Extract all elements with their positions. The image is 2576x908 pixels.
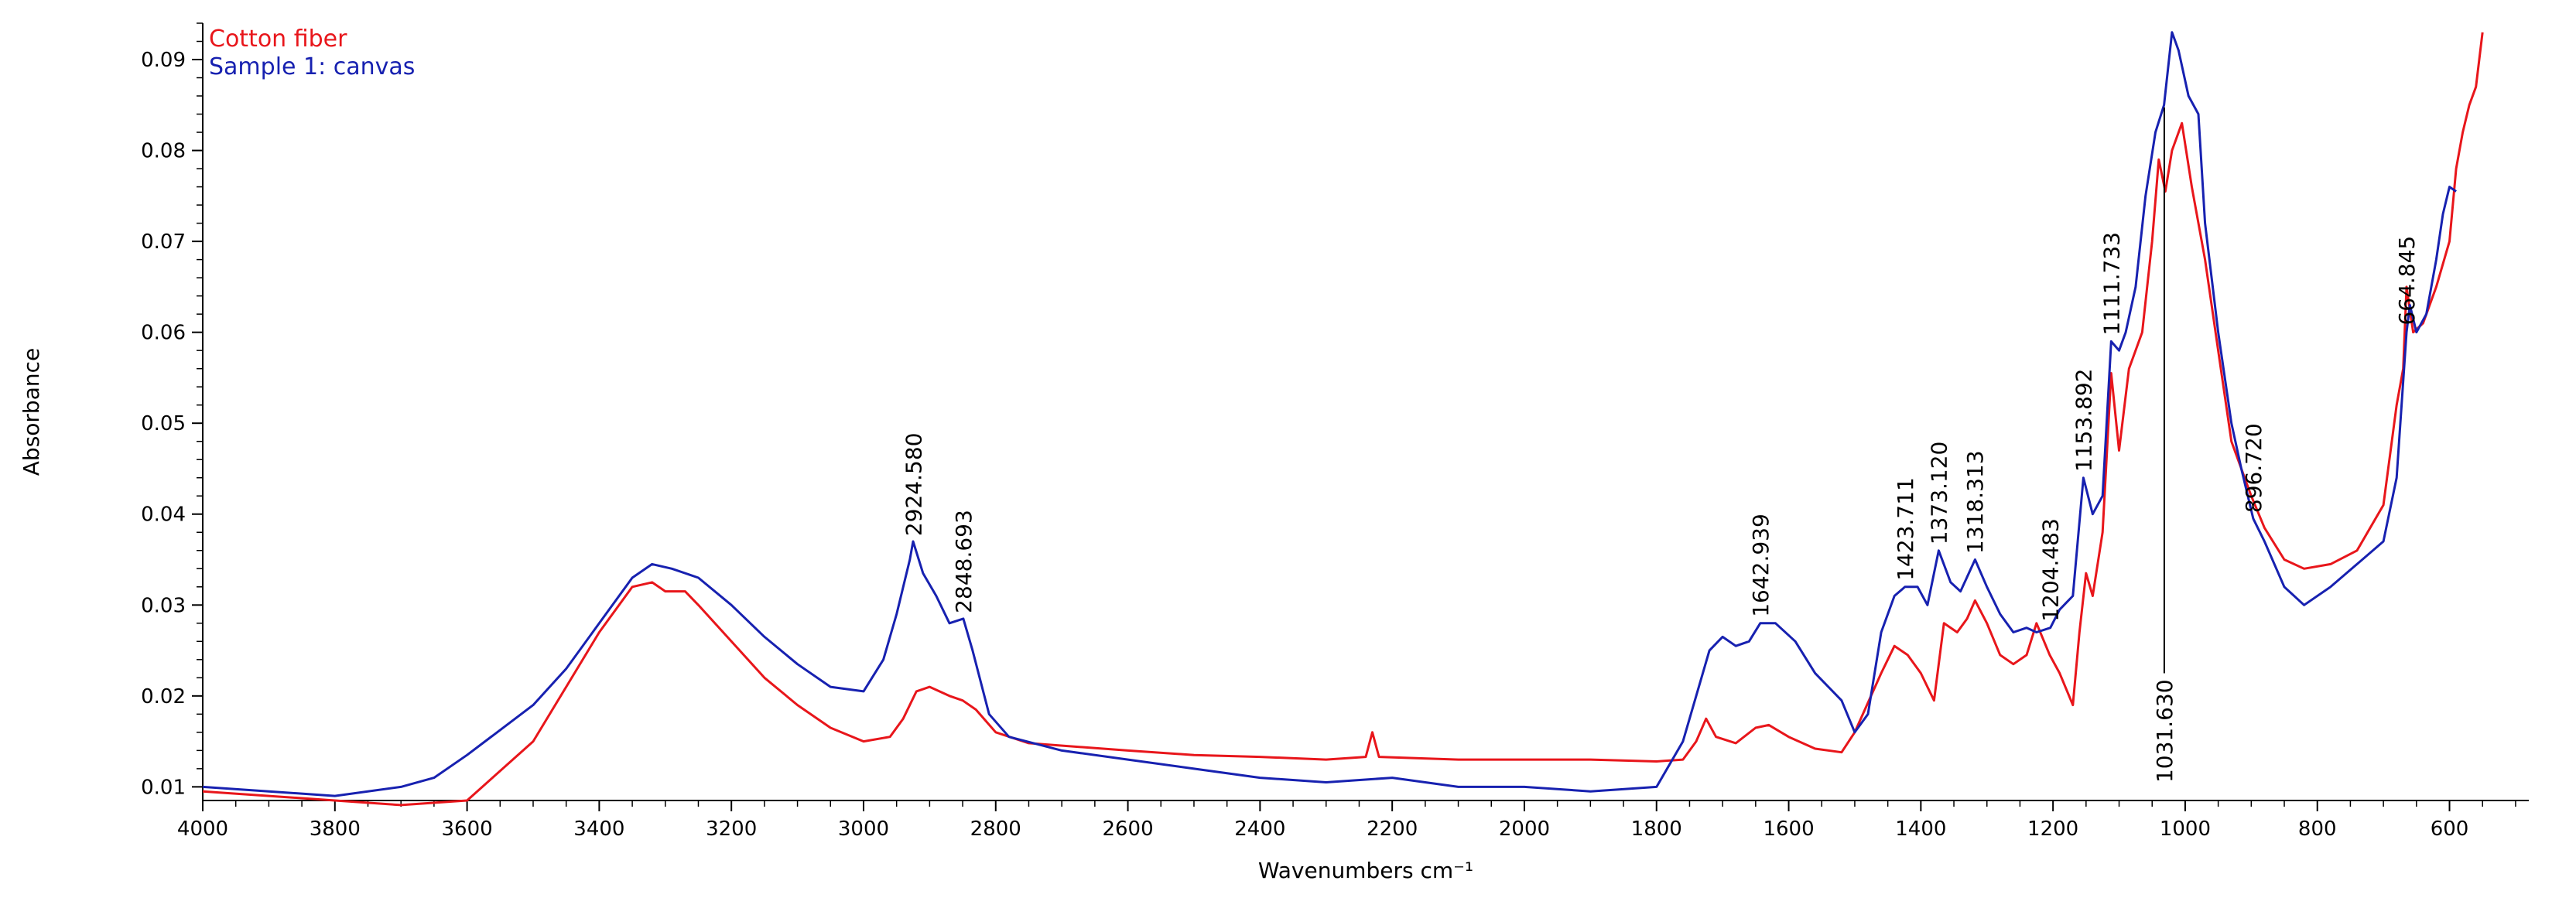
x-tick-label: 2000	[1499, 818, 1550, 841]
peak-label: 1318.313	[1962, 450, 1988, 554]
legend-entry: Sample 1: canvas	[209, 53, 415, 80]
x-tick-label: 3200	[706, 818, 757, 841]
x-tick-label: 800	[2298, 818, 2337, 841]
x-tick-label: 2600	[1102, 818, 1153, 841]
peak-label: 1204.483	[2037, 518, 2063, 622]
x-tick-label: 4000	[177, 818, 228, 841]
y-tick-label: 0.03	[141, 594, 186, 617]
y-tick-label: 0.02	[141, 685, 186, 708]
x-tick-label: 3800	[310, 818, 361, 841]
x-tick-label: 3400	[573, 818, 624, 841]
x-tick-label: 2800	[970, 818, 1021, 841]
axes: 4000 3800 3600 3400 3200 3000 2800 2600 2400 2200…	[141, 22, 2529, 841]
peak-label: 2924.580	[901, 433, 926, 537]
x-tick-label: 3600	[442, 818, 493, 841]
x-tick-label: 3000	[838, 818, 889, 841]
peak-label: 1111.733	[2099, 232, 2125, 336]
x-tick-label: 1800	[1631, 818, 1682, 841]
peak-label: 1373.120	[1926, 442, 1952, 545]
peak-label: 1423.711	[1893, 477, 1918, 581]
peak-label: 664.845	[2394, 236, 2420, 326]
peak-label: 896.720	[2241, 423, 2266, 513]
y-tick-label: 0.04	[141, 503, 186, 527]
peak-label: 1031.630	[2152, 679, 2177, 783]
x-tick-label: 600	[2431, 818, 2469, 841]
peak-label: 2848.693	[951, 510, 977, 613]
series-layer	[202, 31, 2484, 807]
x-tick-label: 1200	[2027, 818, 2078, 841]
legend-entry: Cotton fiber	[209, 26, 347, 53]
y-tick-label: 0.09	[141, 49, 186, 72]
y-tick-label: 0.06	[141, 322, 186, 345]
x-tick-label: 2400	[1234, 818, 1285, 841]
y-tick-label: 0.05	[141, 412, 186, 435]
series-line-cotton-fiber	[202, 32, 2484, 807]
y-tick-label: 0.07	[141, 230, 186, 254]
y-tick-label: 0.01	[141, 776, 186, 799]
peak-label: 1153.892	[2071, 368, 2097, 472]
peak-labels: 2924.580 2848.693 1642.939 1423.711 1373.120…	[901, 107, 2420, 783]
peak-label: 1642.939	[1748, 514, 1774, 617]
y-tick-label: 0.08	[141, 140, 186, 163]
x-tick-label: 1000	[2160, 818, 2211, 841]
y-axis-title: Absorbance	[19, 348, 44, 476]
series-line-sample-canvas	[202, 31, 2457, 797]
x-axis-title: Wavenumbers cm⁻¹	[1258, 858, 1473, 883]
x-tick-label: 2200	[1367, 818, 1418, 841]
x-tick-label: 1600	[1763, 818, 1814, 841]
x-tick-label: 1400	[1895, 818, 1946, 841]
